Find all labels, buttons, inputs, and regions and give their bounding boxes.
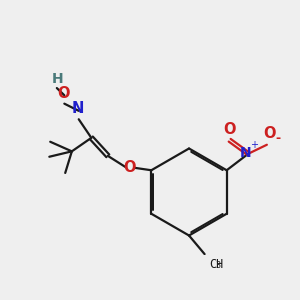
- Text: O: O: [123, 160, 136, 175]
- Text: O: O: [264, 126, 276, 141]
- Text: +: +: [250, 140, 258, 150]
- Text: -: -: [276, 132, 281, 145]
- Text: 3: 3: [215, 261, 220, 270]
- Text: N: N: [240, 146, 252, 160]
- Text: CH: CH: [209, 258, 223, 271]
- Text: H: H: [51, 72, 63, 86]
- Text: O: O: [57, 85, 69, 100]
- Text: N: N: [71, 101, 84, 116]
- Text: O: O: [224, 122, 236, 136]
